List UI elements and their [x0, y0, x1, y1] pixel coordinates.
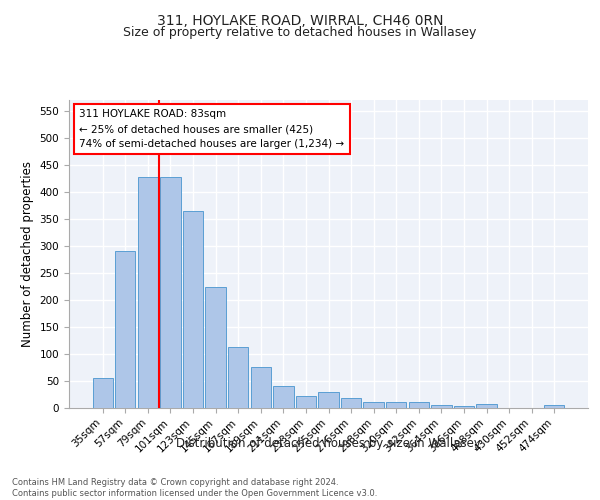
Bar [386, 402, 406, 407]
Bar [251, 366, 271, 408]
Bar [115, 251, 136, 408]
Bar [431, 405, 452, 407]
Bar [160, 176, 181, 408]
Text: Contains HM Land Registry data © Crown copyright and database right 2024.
Contai: Contains HM Land Registry data © Crown c… [12, 478, 377, 498]
Text: 311, HOYLAKE ROAD, WIRRAL, CH46 0RN: 311, HOYLAKE ROAD, WIRRAL, CH46 0RN [157, 14, 443, 28]
Bar [341, 398, 361, 407]
Text: 311 HOYLAKE ROAD: 83sqm
← 25% of detached houses are smaller (425)
74% of semi-d: 311 HOYLAKE ROAD: 83sqm ← 25% of detache… [79, 109, 344, 149]
Text: Distribution of detached houses by size in Wallasey: Distribution of detached houses by size … [176, 438, 481, 450]
Bar [319, 392, 338, 407]
Bar [454, 406, 474, 407]
Bar [205, 286, 226, 408]
Bar [409, 402, 429, 407]
Text: Size of property relative to detached houses in Wallasey: Size of property relative to detached ho… [124, 26, 476, 39]
Bar [273, 386, 293, 407]
Bar [138, 176, 158, 408]
Y-axis label: Number of detached properties: Number of detached properties [21, 161, 34, 347]
Bar [183, 210, 203, 408]
Bar [296, 396, 316, 407]
Bar [364, 402, 384, 407]
Bar [92, 378, 113, 408]
Bar [476, 404, 497, 407]
Bar [228, 346, 248, 408]
Bar [544, 406, 565, 407]
